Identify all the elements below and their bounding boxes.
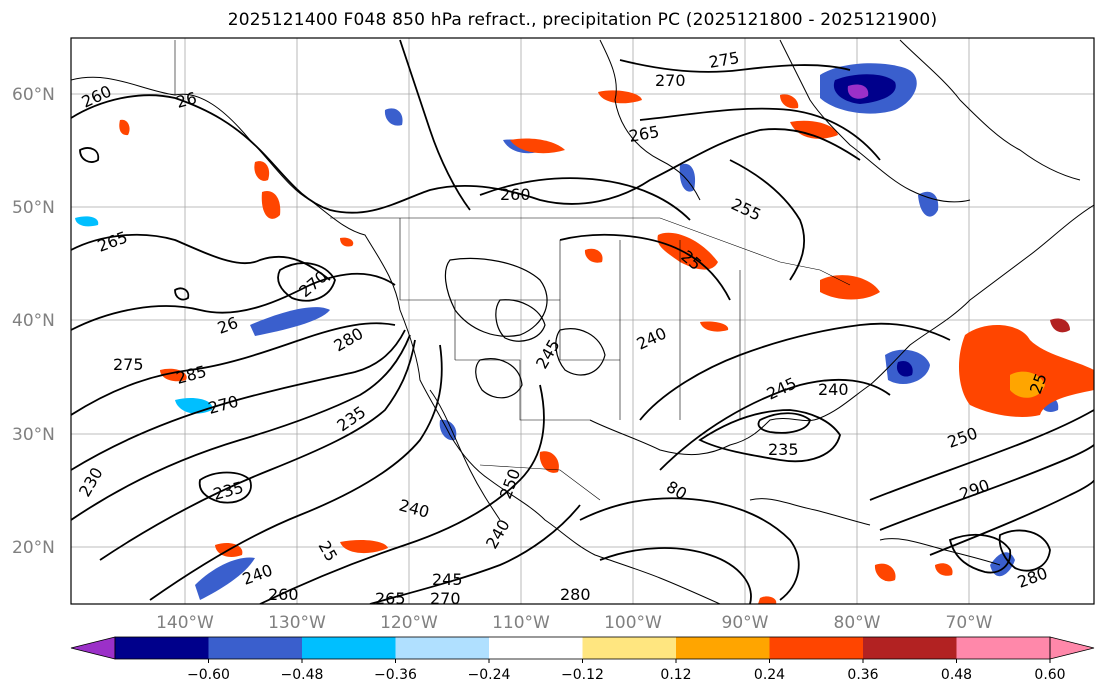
lon-label-90w: 90°W [722, 613, 769, 633]
lat-label-60n: 60°N [12, 85, 55, 105]
contour-label: 270 [430, 589, 461, 608]
colorbar-tick-label: 0.12 [660, 667, 691, 683]
lon-label-100w: 100°W [604, 613, 662, 633]
colorbar-tick-label: −0.24 [468, 667, 511, 683]
colorbar-segment [208, 637, 303, 659]
colorbar-low-extend [70, 636, 116, 660]
contour-label: 280 [560, 585, 591, 604]
contour-label: 275 [113, 355, 144, 374]
colorbar-segment [582, 637, 677, 659]
latitude-labels: 60°N 50°N 40°N 30°N 20°N [12, 85, 55, 558]
lon-label-140w: 140°W [156, 613, 214, 633]
colorbar-segment [302, 637, 396, 659]
lon-label-130w: 130°W [268, 613, 326, 633]
refractivity-contours [71, 39, 1094, 604]
colorbar-tick-label: −0.48 [281, 667, 324, 683]
colorbar-segment [863, 637, 957, 659]
colorbar-tick-label: 0.24 [754, 667, 785, 683]
colorbar: −0.60 −0.48 −0.36 −0.24 −0.12 0.12 0.24 0.36 0.4… [70, 636, 1095, 683]
lon-label-110w: 110°W [492, 613, 550, 633]
plot-frame [70, 37, 1095, 605]
longitude-labels: 140°W 130°W 120°W 110°W 100°W 90°W 80°W … [156, 613, 993, 633]
map-title: 2025121400 F048 850 hPa refract., precip… [227, 10, 938, 30]
contour-label: 245 [432, 570, 463, 589]
lat-label-40n: 40°N [12, 311, 55, 331]
lon-label-120w: 120°W [380, 613, 438, 633]
precip-negative-areas [75, 63, 1059, 600]
coastlines [71, 39, 1094, 604]
contour-label: 26 [174, 88, 199, 112]
lat-label-20n: 20°N [12, 538, 55, 558]
lon-label-70w: 70°W [946, 613, 993, 633]
contour-label: 260 [268, 585, 299, 604]
contour-label: 240 [818, 380, 849, 399]
lat-label-30n: 30°N [12, 425, 55, 445]
lat-label-50n: 50°N [12, 198, 55, 218]
colorbar-tick-label: 0.36 [847, 667, 878, 683]
colorbar-tick-label: 0.48 [941, 667, 972, 683]
contour-label: 265 [375, 589, 406, 608]
precip-positive-areas [119, 90, 1094, 604]
lon-label-80w: 80°W [834, 613, 881, 633]
colorbar-segment [676, 637, 770, 659]
contour-label: 270 [655, 71, 686, 90]
colorbar-segment [769, 637, 864, 659]
contour-label: 260 [500, 185, 531, 204]
colorbar-segment [395, 637, 490, 659]
colorbar-segment [115, 637, 209, 659]
colorbar-segment [489, 637, 583, 659]
colorbar-tick-label: −0.60 [187, 667, 230, 683]
colorbar-tick-label: 0.60 [1034, 667, 1065, 683]
contour-label: 235 [768, 440, 799, 459]
colorbar-tick-label: −0.12 [561, 667, 604, 683]
colorbar-tick-label: −0.36 [374, 667, 417, 683]
colorbar-high-extend [1049, 636, 1095, 660]
colorbar-segments [115, 637, 1051, 659]
colorbar-ticks: −0.60 −0.48 −0.36 −0.24 −0.12 0.12 0.24 0.36 0.4… [187, 659, 1066, 683]
colorbar-segment [956, 637, 1051, 659]
